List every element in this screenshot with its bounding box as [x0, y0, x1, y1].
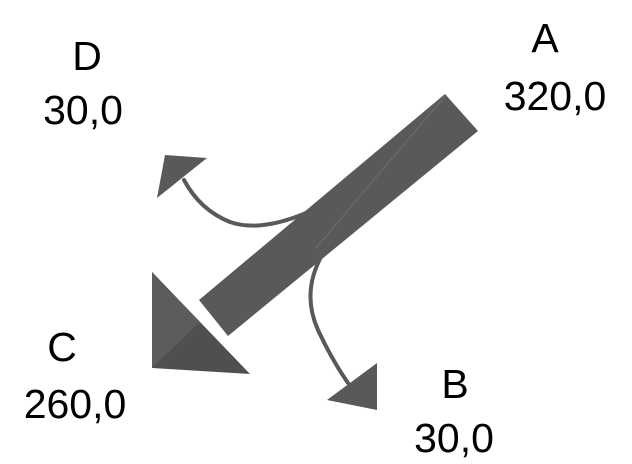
node-a-name: A: [531, 15, 559, 61]
node-b-name: B: [441, 361, 468, 407]
node-b-value: 30,0: [414, 415, 494, 461]
flow-to-c-highlight: [315, 95, 446, 249]
node-c-name: C: [47, 324, 77, 370]
flow-to-b-arrowhead: [327, 363, 377, 410]
node-d-value: 30,0: [43, 87, 123, 133]
flow-to-d-arrowhead: [157, 155, 207, 198]
node-c-value: 260,0: [24, 381, 127, 427]
flow-to-c-arrowhead: [152, 272, 250, 374]
flow-to-b-curve: [308, 248, 350, 385]
flow-to-c-arrowhead-shade: [152, 272, 200, 368]
node-d-name: D: [72, 33, 102, 79]
flow-to-c-arrow-body: [199, 94, 478, 336]
node-a-value: 320,0: [504, 73, 607, 119]
